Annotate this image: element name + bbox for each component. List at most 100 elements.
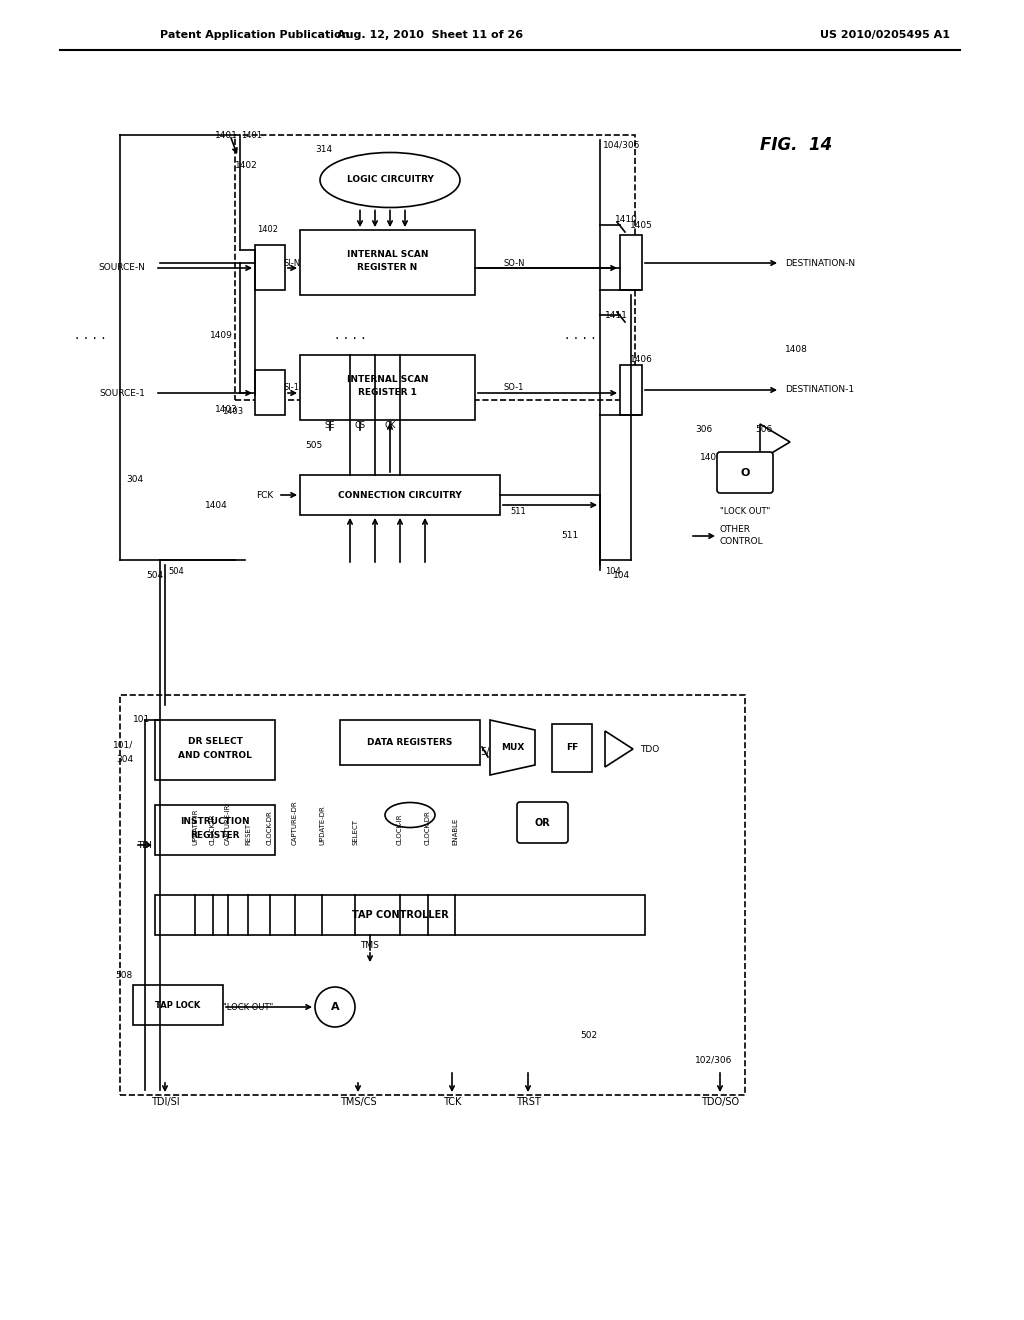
Text: UPDATE-DR: UPDATE-DR [319,805,325,845]
Text: OTHER: OTHER [720,525,751,535]
Text: 104/306: 104/306 [603,140,640,149]
Text: 1411: 1411 [605,310,628,319]
Text: REGISTER 1: REGISTER 1 [358,388,417,397]
Text: 306: 306 [695,425,713,434]
Text: SO-N: SO-N [503,259,524,268]
Text: 1403: 1403 [222,408,243,417]
Text: 511: 511 [561,531,579,540]
FancyBboxPatch shape [300,475,500,515]
Text: 1402: 1402 [236,161,258,169]
Polygon shape [490,719,535,775]
Text: "LOCK OUT": "LOCK OUT" [720,507,770,516]
Ellipse shape [319,153,460,207]
Text: OR: OR [535,818,550,828]
FancyBboxPatch shape [133,985,223,1026]
Text: FF: FF [566,743,579,752]
Text: ENABLE: ENABLE [452,817,458,845]
Text: A: A [331,1002,339,1012]
FancyBboxPatch shape [620,235,642,290]
Text: 504: 504 [145,570,163,579]
Text: CONNECTION CIRCUITRY: CONNECTION CIRCUITRY [338,491,462,499]
FancyBboxPatch shape [340,719,480,766]
Text: TCK: TCK [442,1097,461,1107]
Text: TDO: TDO [640,744,659,754]
FancyBboxPatch shape [255,370,285,414]
Text: Aug. 12, 2010  Sheet 11 of 26: Aug. 12, 2010 Sheet 11 of 26 [337,30,523,40]
Text: 104: 104 [613,570,630,579]
Text: CK: CK [384,421,395,429]
Text: O: O [740,469,750,478]
FancyBboxPatch shape [300,230,475,294]
Text: 314: 314 [315,145,332,154]
Text: "LOCK OUT": "LOCK OUT" [223,1002,273,1011]
FancyBboxPatch shape [300,355,475,420]
Text: 504: 504 [168,568,183,577]
Text: CAPTURE-IR: CAPTURE-IR [225,804,231,845]
Text: TRST: TRST [516,1097,541,1107]
FancyBboxPatch shape [517,803,568,843]
Text: 508: 508 [116,970,133,979]
Text: CLOCK-IR: CLOCK-IR [397,813,403,845]
Text: SE: SE [325,421,335,429]
Text: 505: 505 [305,441,323,450]
Text: REGISTER N: REGISTER N [357,263,418,272]
Text: . . . .: . . . . [564,327,595,342]
Text: 101: 101 [133,715,151,725]
Text: SOURCE-N: SOURCE-N [98,264,145,272]
Text: 5/: 5/ [480,747,489,756]
FancyBboxPatch shape [717,451,773,492]
Text: AND CONTROL: AND CONTROL [178,751,252,759]
Text: CONTROL: CONTROL [720,537,764,546]
Text: 304: 304 [126,475,143,484]
Text: REGISTER: REGISTER [190,830,240,840]
Text: CLOCK-DR: CLOCK-DR [425,810,431,845]
FancyBboxPatch shape [155,805,275,855]
Text: RESET: RESET [245,822,251,845]
Text: 1403: 1403 [215,405,238,414]
Text: INSTRUCTION: INSTRUCTION [180,817,250,826]
Text: FIG.  14: FIG. 14 [760,136,833,154]
Text: FCK: FCK [256,491,273,499]
Text: CLOCK-DR: CLOCK-DR [267,810,273,845]
Text: SO-1: SO-1 [503,384,523,392]
Text: CLOCK-IR: CLOCK-IR [210,813,216,845]
Text: 1405: 1405 [630,220,653,230]
Text: US 2010/0205495 A1: US 2010/0205495 A1 [820,30,950,40]
Text: MUX: MUX [501,743,524,752]
Text: INTERNAL SCAN: INTERNAL SCAN [347,375,428,384]
Text: TMS: TMS [360,940,380,949]
FancyBboxPatch shape [620,366,642,414]
Text: TAP LOCK: TAP LOCK [156,1001,201,1010]
Text: INTERNAL SCAN: INTERNAL SCAN [347,249,428,259]
Text: TAP CONTROLLER: TAP CONTROLLER [351,909,449,920]
Text: 101/: 101/ [113,741,133,750]
Text: 502: 502 [580,1031,597,1040]
Text: UPDATE-IR: UPDATE-IR [193,808,198,845]
Text: . . . .: . . . . [75,327,105,342]
Text: TMS/CS: TMS/CS [340,1097,376,1107]
Text: 1401: 1401 [241,131,262,140]
Text: 1402: 1402 [257,226,278,235]
Text: DESTINATION-1: DESTINATION-1 [785,385,854,395]
Text: SOURCE-1: SOURCE-1 [99,388,145,397]
Text: 506: 506 [755,425,772,434]
Text: 1410: 1410 [615,215,638,224]
FancyBboxPatch shape [155,719,275,780]
Text: TDO/SO: TDO/SO [701,1097,739,1107]
Text: 1408: 1408 [785,346,808,355]
FancyBboxPatch shape [552,723,592,772]
Ellipse shape [385,803,435,828]
Text: LOGIC CIRCUITRY: LOGIC CIRCUITRY [346,176,433,185]
FancyBboxPatch shape [255,246,285,290]
Text: 1409: 1409 [210,330,232,339]
Text: 102/306: 102/306 [695,1056,732,1064]
Text: DESTINATION-N: DESTINATION-N [785,259,855,268]
Text: SI-1: SI-1 [284,384,300,392]
FancyBboxPatch shape [155,895,645,935]
Text: CS: CS [354,421,366,429]
Text: 304: 304 [116,755,133,764]
Text: DR SELECT: DR SELECT [187,738,243,747]
Text: 1401: 1401 [215,131,238,140]
Text: 511: 511 [510,507,525,516]
Text: TDI/SI: TDI/SI [151,1097,179,1107]
